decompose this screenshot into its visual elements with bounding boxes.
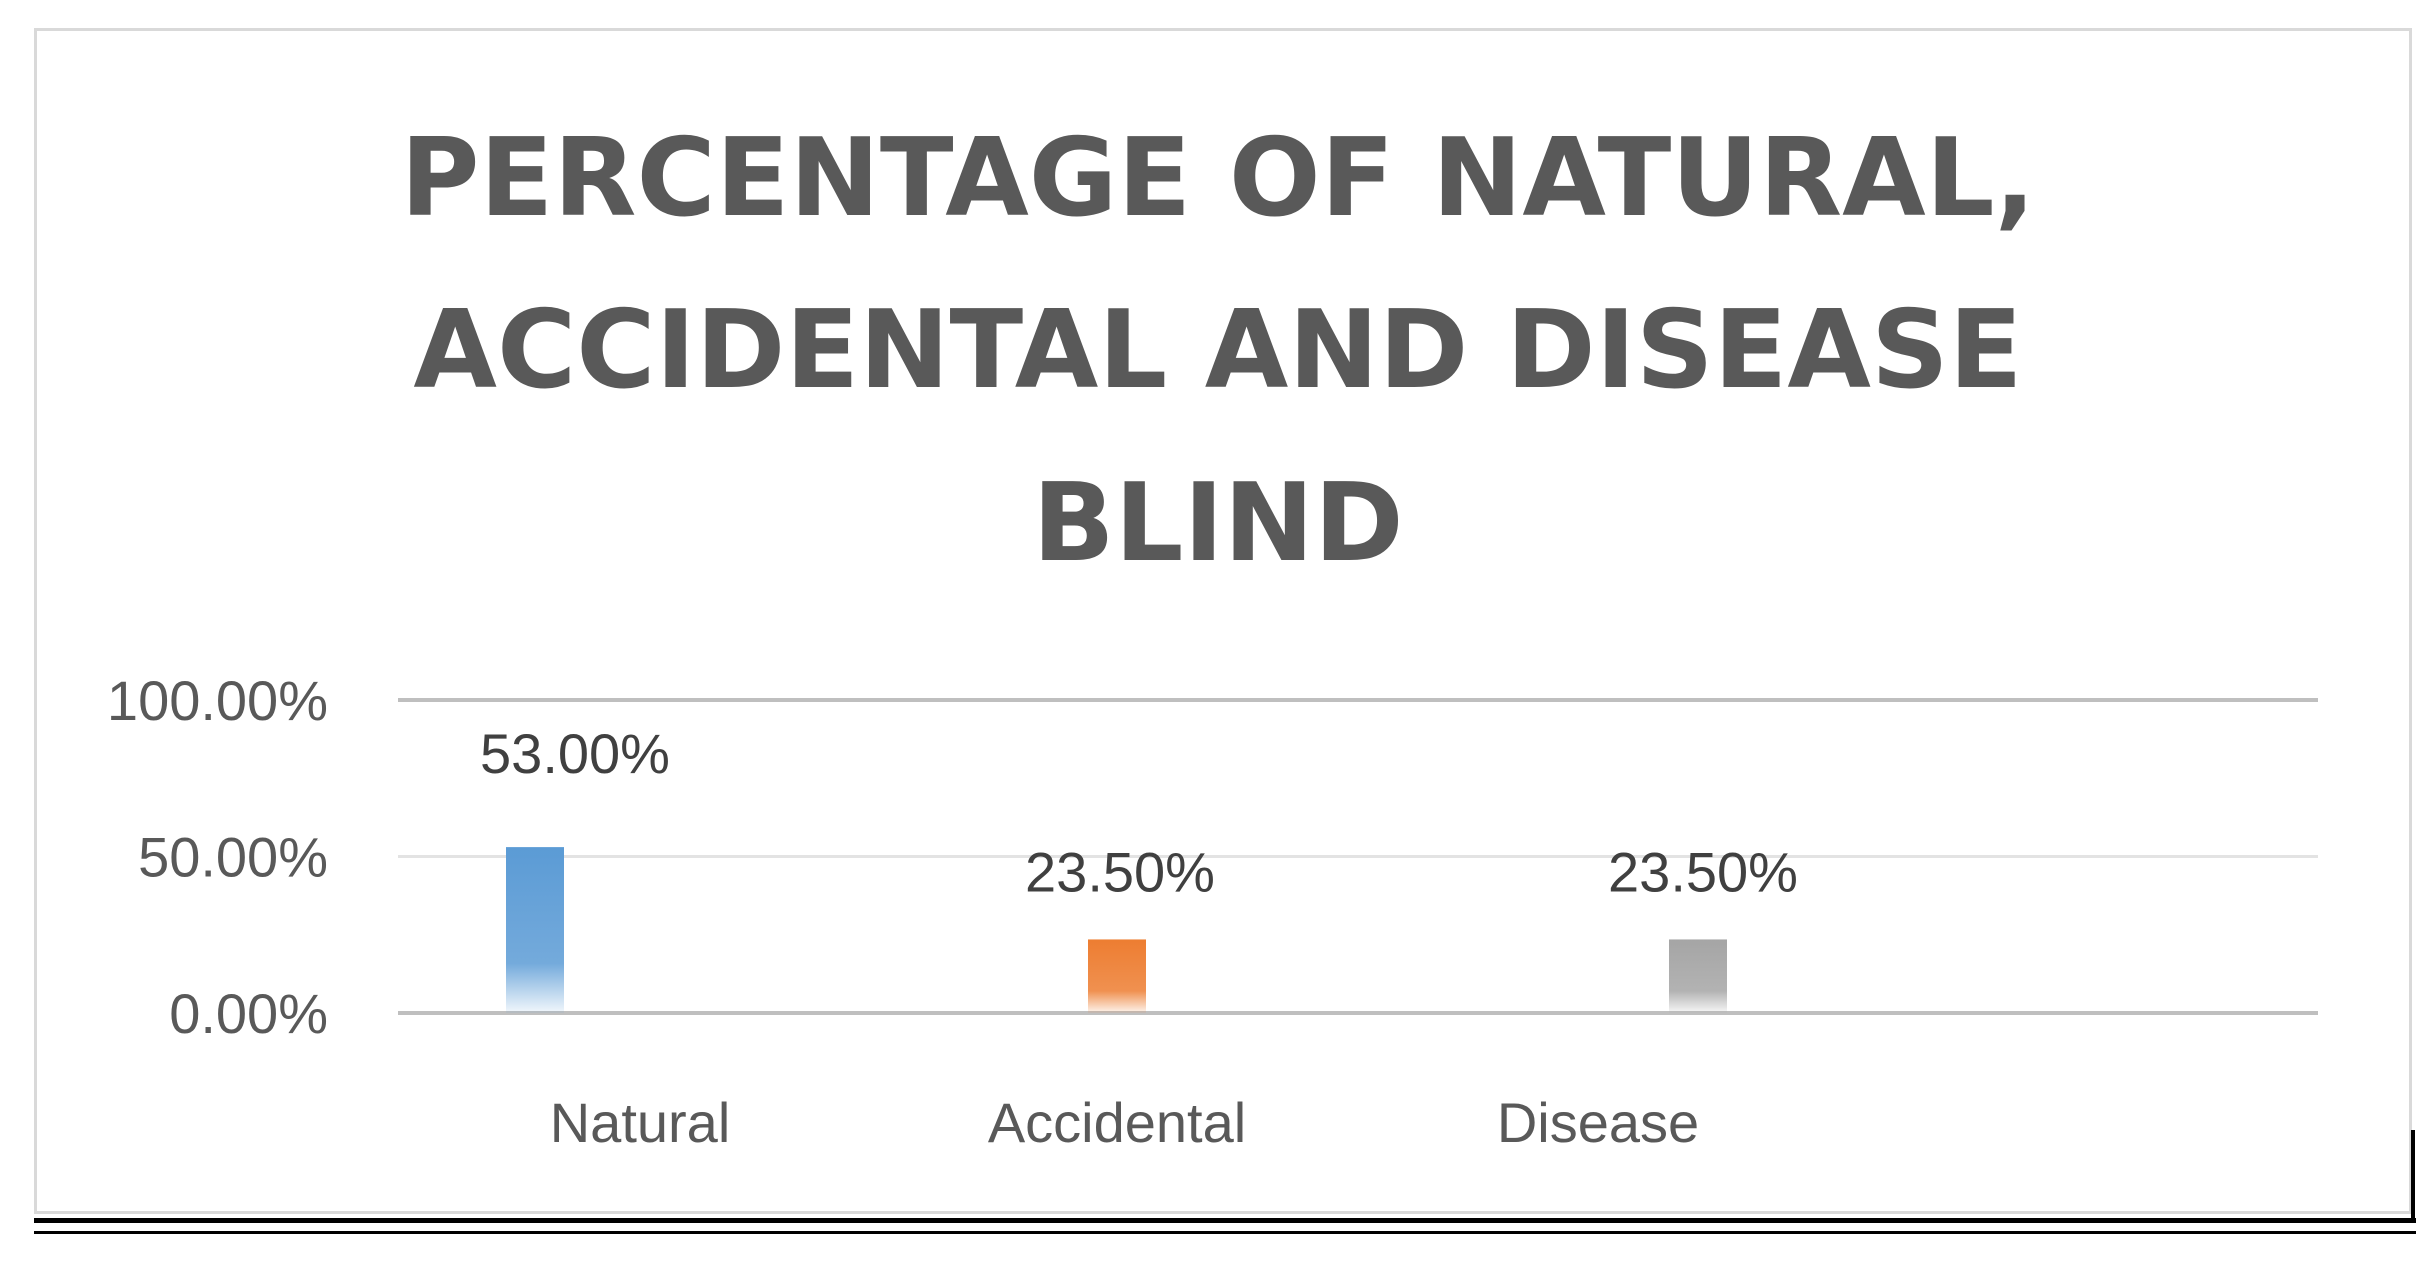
frame-bottom-line [34,1218,2416,1223]
chart-title-line-3: BLIND [1032,461,1403,586]
bars [506,847,1727,1013]
y-tick-label: 0.00% [169,982,328,1045]
y-tick-label: 100.00% [107,669,328,732]
data-label: 23.50% [1608,840,1798,903]
gridlines [398,698,2318,1015]
bar-natural [506,847,564,1013]
chart-frame [34,28,2412,1214]
bar-disease [1669,939,1727,1013]
data-label: 53.00% [480,722,670,785]
x-category-label: Natural [550,1091,731,1154]
y-axis-ticks: 0.00% 50.00% 100.00% [107,669,328,1045]
data-label: 23.50% [1025,840,1215,903]
bar-accidental [1088,939,1146,1013]
x-category-label: Accidental [988,1091,1246,1154]
chart-title-line-2: ACCIDENTAL AND DISEASE [413,288,2022,413]
y-tick-label: 50.00% [138,826,328,889]
x-category-label: Disease [1497,1091,1699,1154]
data-labels: 53.00% 23.50% 23.50% [480,722,1798,903]
frame-right-line [2411,1130,2415,1223]
chart-title-line-1: PERCENTAGE OF NATURAL, [400,116,2035,241]
chart-title: PERCENTAGE OF NATURAL, ACCIDENTAL AND DI… [400,116,2035,586]
x-axis-categories: Natural Accidental Disease [550,1091,1699,1154]
frame-bottom-line-secondary [34,1231,2416,1234]
